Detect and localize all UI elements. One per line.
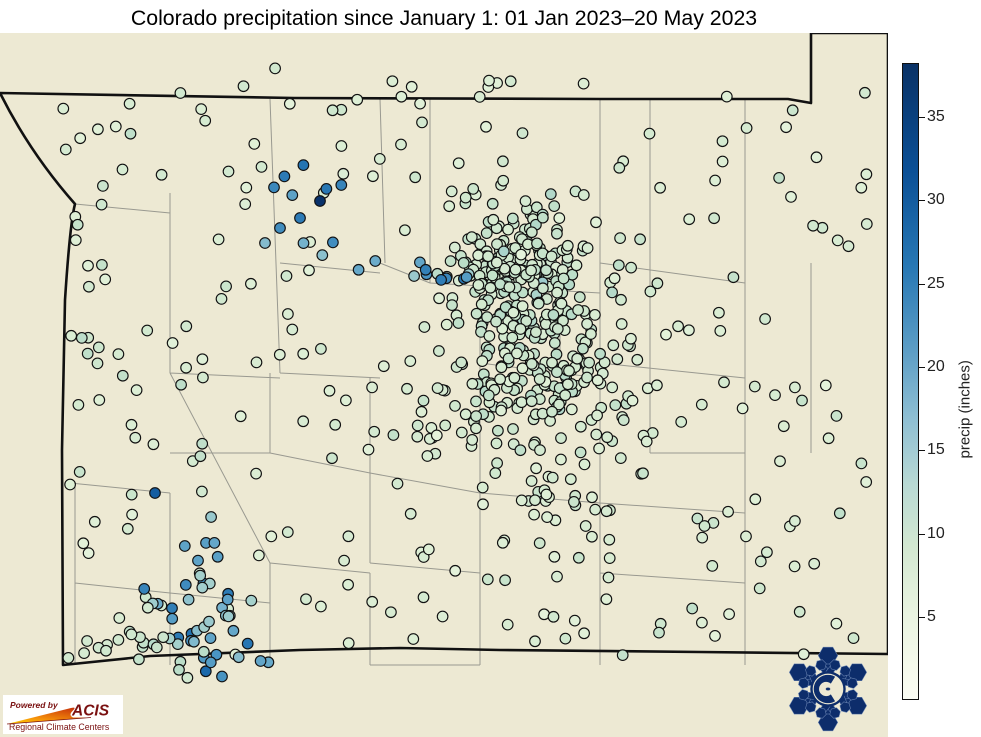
svg-text:Regional Climate Centers: Regional Climate Centers <box>9 722 110 732</box>
svg-text:ACIS: ACIS <box>71 703 110 720</box>
svg-text:Powered by: Powered by <box>10 700 59 710</box>
